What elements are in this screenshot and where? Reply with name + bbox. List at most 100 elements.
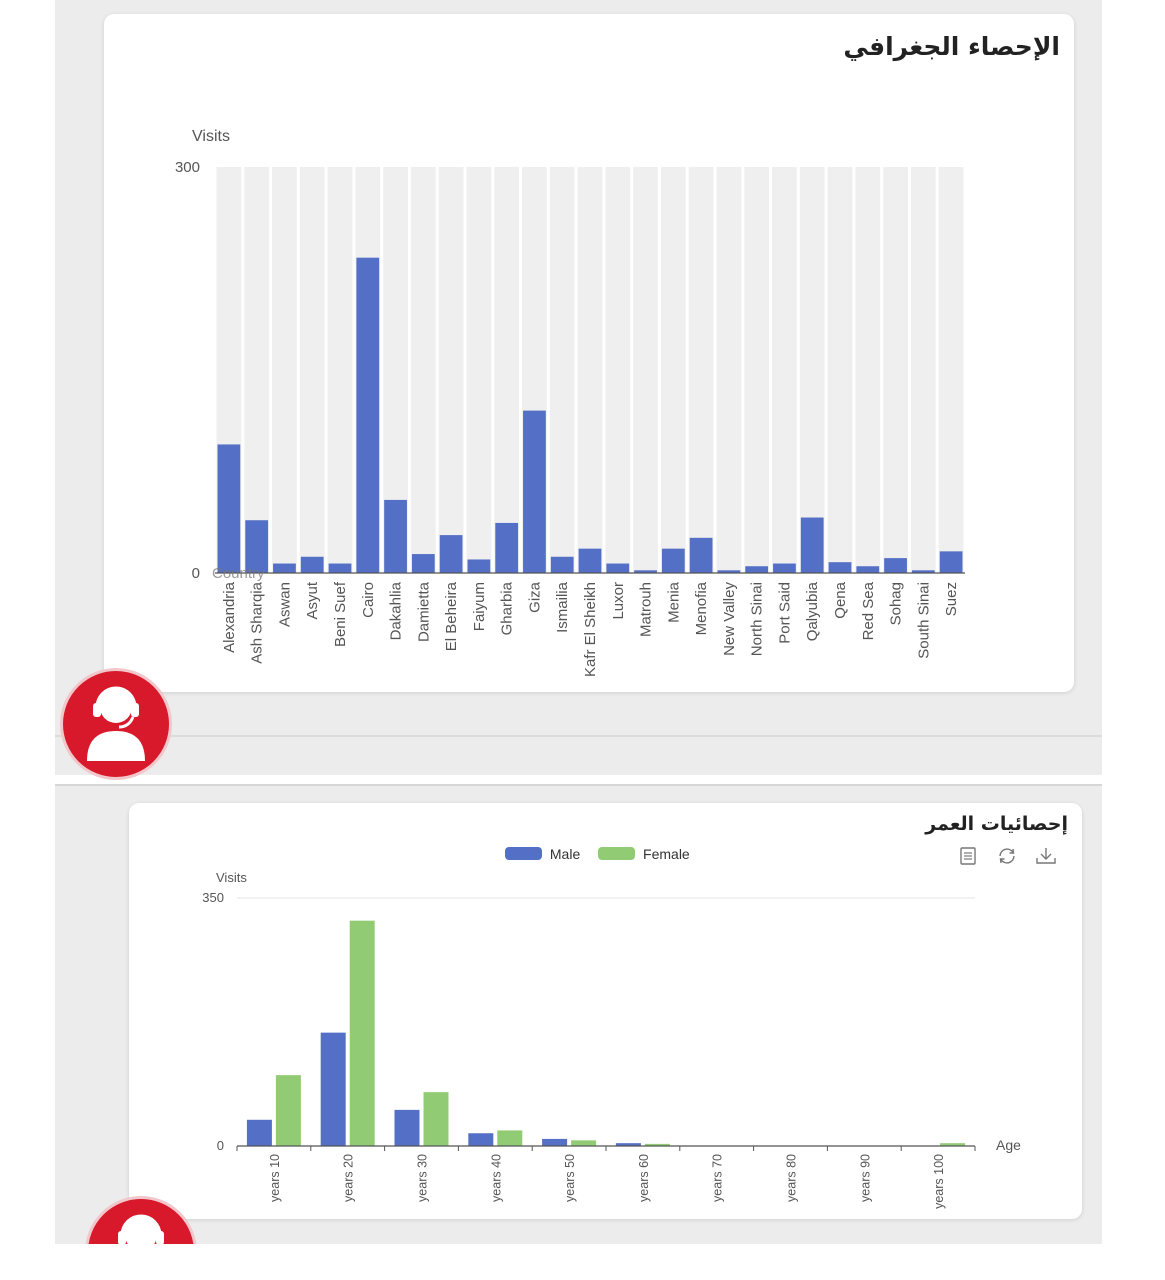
x-tick-label: Sohag [888, 582, 905, 625]
bar-port-said [773, 563, 796, 573]
support-chat-button[interactable] [60, 668, 172, 780]
bar-female-years-20 [349, 920, 375, 1146]
bar-el-beheira [439, 535, 463, 573]
legend-item-male[interactable]: Male [505, 845, 580, 862]
x-tick-label: Suez [943, 582, 960, 616]
bar-female-years-50 [571, 1140, 597, 1146]
x-tick-label: years 60 [637, 1154, 651, 1202]
bar-female-years-30 [423, 1092, 449, 1146]
category-band [910, 167, 936, 573]
legend-label-male: Male [549, 845, 581, 862]
geo-chart: Alexandria Ash Sharqia Aswan Asyut Beni Suef… [175, 128, 965, 677]
bar-asyut [300, 556, 324, 573]
x-tick-label: Asyut [304, 581, 321, 619]
x-tick-label: Ash Sharqia [249, 581, 266, 663]
x-tick-label: Red Sea [860, 581, 877, 640]
category-band [327, 167, 353, 573]
x-tick-label: years 40 [489, 1154, 503, 1202]
x-tick-label: Kafr El Sheikh [582, 582, 599, 677]
category-band [410, 167, 436, 573]
bar-dakahlia [384, 499, 407, 573]
category-band [855, 167, 881, 573]
bar-male-years-20 [320, 1032, 346, 1146]
x-tick-label: years 20 [342, 1154, 356, 1202]
category-band [688, 167, 714, 573]
bar-female-years-40 [497, 1130, 523, 1146]
download-icon[interactable] [1035, 846, 1057, 866]
x-tick-label: Aswan [276, 582, 293, 627]
age-chart: years 10 years 20 years 30 years 40 years 50… [202, 870, 1021, 1209]
x-tick-label: years 50 [563, 1154, 577, 1202]
category-band [438, 167, 464, 573]
x-axis-title: Age [996, 1137, 1021, 1153]
x-tick-label: years 80 [785, 1154, 799, 1202]
y-tick-label: 350 [202, 890, 224, 905]
x-tick-label: Menia [665, 581, 682, 623]
bar-south-sinai [911, 570, 935, 573]
bar-giza [523, 410, 546, 573]
x-tick-label: New Valley [721, 582, 738, 656]
bar-north-sinai [745, 566, 769, 573]
panel-divider [55, 735, 1102, 737]
legend-item-female[interactable]: Female [598, 845, 690, 862]
screenshot-seam [55, 784, 1102, 786]
category-band [827, 167, 853, 573]
bar-alexandria [217, 444, 241, 573]
age-card-title: إحصائيات العمر [925, 813, 1068, 835]
bar-male-years-30 [394, 1109, 420, 1146]
bar-male-years-50 [542, 1138, 568, 1146]
x-tick-label: Gharbia [499, 581, 516, 635]
data-view-icon[interactable] [958, 846, 978, 866]
category-band [660, 167, 686, 573]
bar-beni-suef [328, 563, 352, 573]
refresh-icon[interactable] [996, 846, 1018, 866]
category-band [466, 167, 492, 573]
category-band [716, 167, 742, 573]
bar-suez [939, 551, 963, 573]
x-tick-label: North Sinai [749, 582, 766, 656]
x-tick-label: Alexandria [221, 581, 238, 653]
bar-menofia [689, 537, 713, 573]
y-axis-title: Visits [192, 128, 230, 145]
legend-label-female: Female [643, 845, 690, 862]
x-tick-label: years 30 [416, 1154, 430, 1202]
x-tick-label: years 70 [711, 1154, 725, 1202]
category-band [744, 167, 770, 573]
bar-female-years-10 [275, 1075, 301, 1146]
support-agent-icon [87, 686, 145, 761]
category-band [494, 167, 520, 573]
bar-new-valley [717, 570, 741, 573]
x-tick-label: Cairo [360, 582, 377, 618]
bar-sohag [884, 558, 907, 573]
x-tick-label: Faiyum [471, 582, 488, 631]
category-band [577, 167, 603, 573]
x-tick-label: South Sinai [915, 582, 932, 659]
support-chat-button-lower[interactable] [85, 1196, 197, 1244]
legend-swatch-male [505, 847, 542, 861]
x-tick-label: Ismailia [554, 581, 571, 633]
x-tick-label: years 90 [858, 1154, 872, 1202]
x-tick-label: Menofia [693, 581, 710, 635]
category-band [272, 167, 297, 573]
x-tick-label: Matrouh [638, 582, 655, 637]
bar-luxor [606, 563, 630, 573]
category-band [299, 167, 325, 573]
bar-qena [828, 562, 852, 573]
support-agent-icon [118, 1214, 164, 1244]
legend-swatch-female [598, 847, 636, 861]
bar-cairo [356, 257, 380, 573]
age-legend: Male Female [505, 844, 690, 862]
bar-qalyubia [800, 517, 824, 573]
bar-female-years-60 [644, 1143, 670, 1146]
y-tick-label: 300 [175, 159, 200, 176]
bar-damietta [411, 554, 435, 573]
x-tick-label: Luxor [610, 582, 627, 620]
bar-ismailia [550, 556, 574, 573]
x-tick-label: Beni Suef [332, 581, 349, 647]
category-band [244, 167, 270, 573]
bar-aswan [273, 563, 296, 573]
category-band [605, 167, 631, 573]
bar-gharbia [495, 522, 519, 573]
geo-card-title: الإحصاء الجغرافي [843, 32, 1060, 61]
x-tick-label: Port Said [776, 582, 793, 644]
